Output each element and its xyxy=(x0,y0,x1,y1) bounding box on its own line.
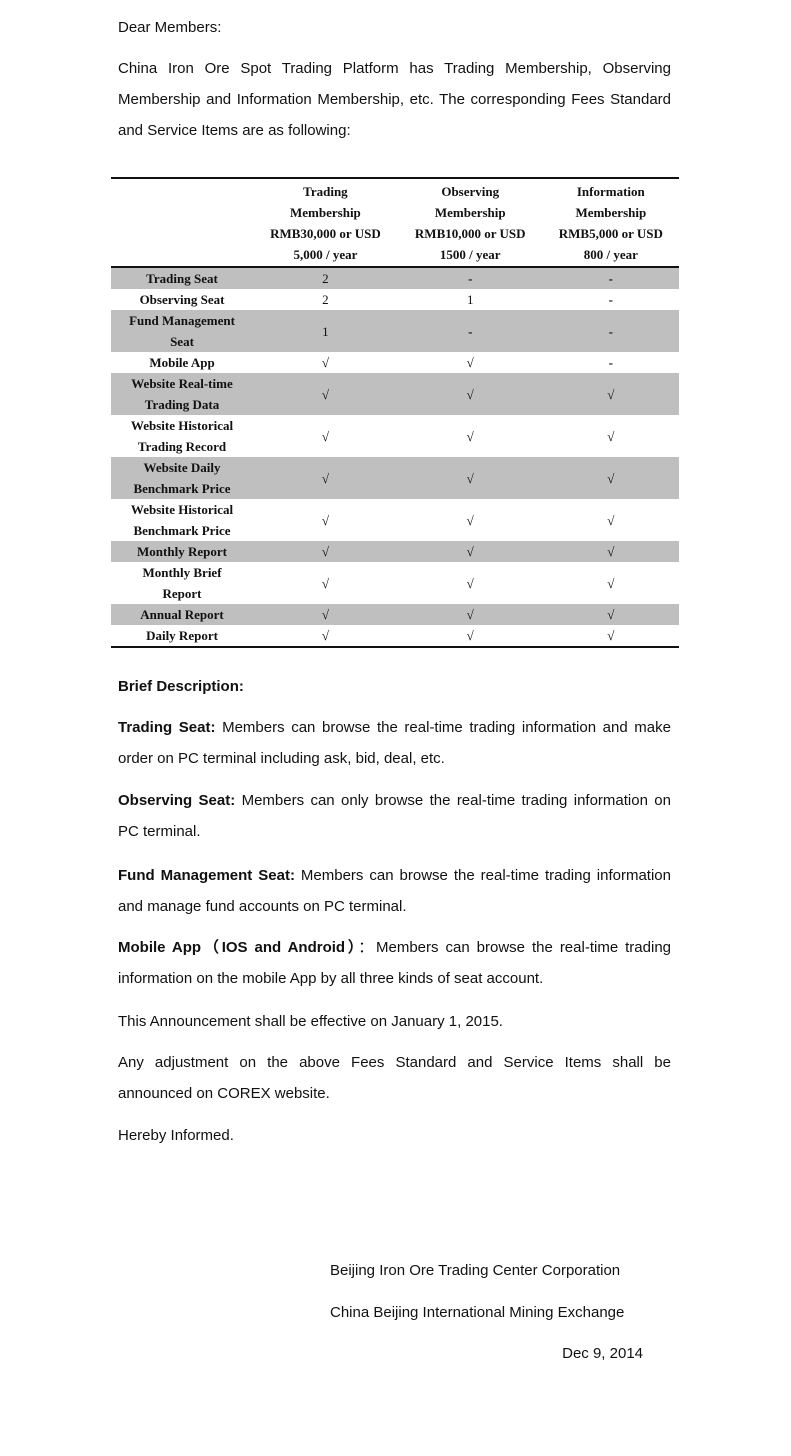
row-value: √ xyxy=(466,607,474,622)
fees-table: Trading Membership RMB30,000 or USD 5,000 /… xyxy=(111,177,679,648)
description-trading-seat: Trading Seat: Members can browse the rea… xyxy=(118,719,671,767)
row-value: √ xyxy=(321,607,329,622)
row-value: √ xyxy=(607,428,615,444)
row-value: - xyxy=(608,355,613,370)
description-fund-management-seat: Fund Management Seat: Members can browse… xyxy=(118,867,671,915)
row-value: √ xyxy=(607,628,615,643)
description-heading: Brief Description: xyxy=(118,678,244,695)
effective-date-text: This Announcement shall be effective on … xyxy=(118,1013,503,1030)
table-row: Mobile App √ √ - xyxy=(111,352,679,373)
table-row: Monthly Report √ √ √ xyxy=(111,541,679,562)
row-value: √ xyxy=(321,386,329,402)
header-information-membership: Information Membership RMB5,000 or USD 800 … xyxy=(558,184,663,262)
row-value: - xyxy=(468,271,473,286)
closing-text: Hereby Informed. xyxy=(118,1127,234,1144)
table-row: Monthly Brief Report √ √ √ xyxy=(111,562,679,604)
row-value: - xyxy=(608,323,613,339)
empty-header xyxy=(111,178,253,267)
table-header-row: Trading Membership RMB30,000 or USD 5,000 /… xyxy=(111,178,679,267)
row-label: Monthly Brief Report xyxy=(142,565,222,601)
row-value: √ xyxy=(321,470,329,486)
row-value: √ xyxy=(321,575,329,591)
row-label: Website Historical Trading Record xyxy=(130,418,234,454)
row-value: √ xyxy=(607,575,615,591)
row-value: √ xyxy=(466,512,474,528)
header-observing-membership: Observing Membership RMB10,000 or USD 1500 … xyxy=(414,184,526,262)
table-row: Website Daily Benchmark Price √ √ √ xyxy=(111,457,679,499)
row-value: √ xyxy=(466,428,474,444)
row-value: √ xyxy=(607,470,615,486)
row-value: √ xyxy=(321,544,329,559)
row-label: Trading Seat xyxy=(146,271,218,286)
row-value: - xyxy=(468,323,473,339)
row-value: √ xyxy=(466,544,474,559)
signature-org1: Beijing Iron Ore Trading Center Corporat… xyxy=(330,1262,621,1279)
row-value: √ xyxy=(466,575,474,591)
table-row: Fund Management Seat 1 - - xyxy=(111,310,679,352)
row-value: √ xyxy=(466,470,474,486)
row-value: √ xyxy=(321,428,329,444)
row-value: 2 xyxy=(322,271,329,286)
row-label: Observing Seat xyxy=(139,292,225,307)
row-value: - xyxy=(608,271,613,286)
row-value: √ xyxy=(607,544,615,559)
row-value: √ xyxy=(466,355,474,370)
row-label: Monthly Report xyxy=(137,544,227,559)
row-label: Website Historical Benchmark Price xyxy=(130,502,234,538)
intro-paragraph: China Iron Ore Spot Trading Platform has… xyxy=(118,60,671,139)
row-value: √ xyxy=(321,512,329,528)
table-row: Website Historical Trading Record √ √ √ xyxy=(111,415,679,457)
row-value: 1 xyxy=(322,323,329,339)
row-value: √ xyxy=(607,607,615,622)
row-label: Daily Report xyxy=(146,628,218,643)
row-value: √ xyxy=(466,386,474,402)
table-row: Daily Report √ √ √ xyxy=(111,625,679,647)
row-value: 1 xyxy=(466,292,474,307)
row-label: Website Daily Benchmark Price xyxy=(133,460,231,496)
adjustment-text: Any adjustment on the above Fees Standar… xyxy=(118,1054,671,1102)
row-label: Website Real-time Trading Data xyxy=(131,376,233,412)
table-row: Website Real-time Trading Data √ √ √ xyxy=(111,373,679,415)
row-value: √ xyxy=(466,628,474,643)
table-row: Annual Report √ √ √ xyxy=(111,604,679,625)
row-value: √ xyxy=(321,355,329,370)
table-row: Observing Seat 2 1 - xyxy=(111,289,679,310)
header-trading-membership: Trading Membership RMB30,000 or USD 5,000 /… xyxy=(270,184,381,262)
description-mobile-app: Mobile App（IOS and Android）：Members can … xyxy=(118,939,671,987)
row-label: Annual Report xyxy=(140,607,224,622)
description-observing-seat: Observing Seat: Members can only browse … xyxy=(118,792,671,840)
row-value: √ xyxy=(321,628,329,643)
row-value: - xyxy=(608,292,613,307)
table-row: Website Historical Benchmark Price √ √ √ xyxy=(111,499,679,541)
row-value: √ xyxy=(607,386,615,402)
row-label: Fund Management Seat xyxy=(129,313,235,349)
row-value: √ xyxy=(607,512,615,528)
row-label: Mobile App xyxy=(149,355,215,370)
greeting: Dear Members: xyxy=(118,19,222,36)
table-row: Trading Seat 2 - - xyxy=(111,267,679,289)
signature-date: Dec 9, 2014 xyxy=(562,1345,643,1362)
signature-org2: China Beijing International Mining Excha… xyxy=(330,1304,625,1321)
row-value: 2 xyxy=(322,292,329,307)
